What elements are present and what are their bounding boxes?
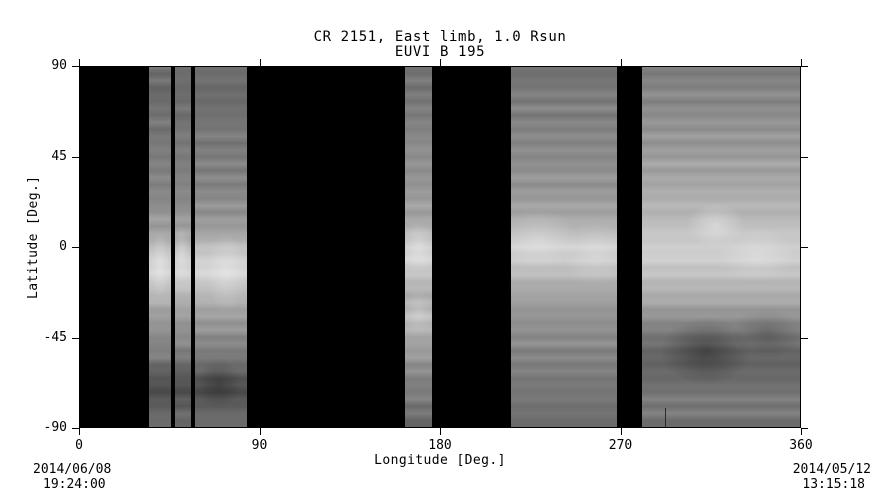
data-strip-texture	[175, 67, 192, 427]
y-axis-tick-label: 0	[59, 239, 67, 254]
y-axis-tick-label: 45	[51, 148, 67, 164]
y-axis-tick-label: -90	[43, 420, 67, 435]
x-axis-tick-label: 270	[608, 438, 633, 453]
y-axis-tick	[72, 66, 79, 67]
y-axis-tick-right	[801, 156, 808, 158]
y-axis-tick-right	[801, 428, 808, 429]
timestamp-end: 2014/05/12 13:15:18	[793, 462, 871, 492]
y-axis-tick	[72, 247, 79, 248]
data-strip-texture	[641, 67, 800, 427]
chart-title: CR 2151, East limb, 1.0 Rsun	[313, 29, 567, 45]
fiducial-tick-mark	[664, 408, 666, 427]
data-strip-texture	[404, 67, 432, 427]
data-strip-texture	[510, 67, 617, 427]
x-axis-tick-top	[440, 59, 441, 66]
x-axis-tick	[801, 428, 802, 435]
data-strip	[149, 67, 172, 427]
y-axis-tick	[72, 428, 79, 429]
data-strip-texture	[149, 67, 172, 427]
synoptic-heatmap-image	[80, 67, 800, 427]
data-strip	[510, 67, 617, 427]
x-axis-tick-label: 180	[428, 438, 452, 453]
x-axis-tick	[620, 428, 622, 435]
data-strip	[175, 67, 192, 427]
x-axis-tick-label: 0	[75, 438, 83, 453]
chart-subtitle: EUVI B 195	[394, 44, 486, 60]
y-axis-tick-label: -45	[43, 329, 67, 345]
timestamp-end-time: 13:15:18	[802, 477, 865, 492]
y-axis-tick	[72, 156, 79, 158]
data-strip-texture	[194, 67, 248, 427]
x-axis-tick	[440, 428, 441, 435]
timestamp-start-time: 19:24:00	[43, 477, 106, 492]
x-axis-tick-top	[801, 59, 802, 66]
y-axis-label: Latitude [Deg.]	[26, 175, 41, 299]
timestamp-start-date: 2014/06/08	[33, 462, 112, 477]
y-axis-tick-right	[801, 247, 808, 248]
x-axis-tick-top	[620, 59, 622, 66]
x-axis-tick-label: 360	[789, 438, 813, 453]
x-axis-label: Longitude [Deg.]	[374, 453, 506, 468]
x-axis-tick	[79, 428, 80, 435]
timestamp-start: 2014/06/08 19:24:00	[33, 462, 111, 492]
y-axis-tick-right	[801, 337, 808, 339]
data-strip	[194, 67, 248, 427]
y-axis-tick-right	[801, 66, 808, 67]
y-axis-tick-label: 90	[51, 58, 67, 73]
plot-area	[79, 66, 801, 428]
timestamp-end-date: 2014/05/12	[792, 462, 871, 477]
data-strip	[404, 67, 432, 427]
x-axis-tick-label: 90	[251, 438, 268, 453]
x-axis-tick-top	[259, 59, 261, 66]
x-axis-tick-top	[79, 59, 80, 66]
data-strip	[641, 67, 800, 427]
y-axis-tick	[72, 337, 79, 339]
x-axis-tick	[259, 428, 261, 435]
